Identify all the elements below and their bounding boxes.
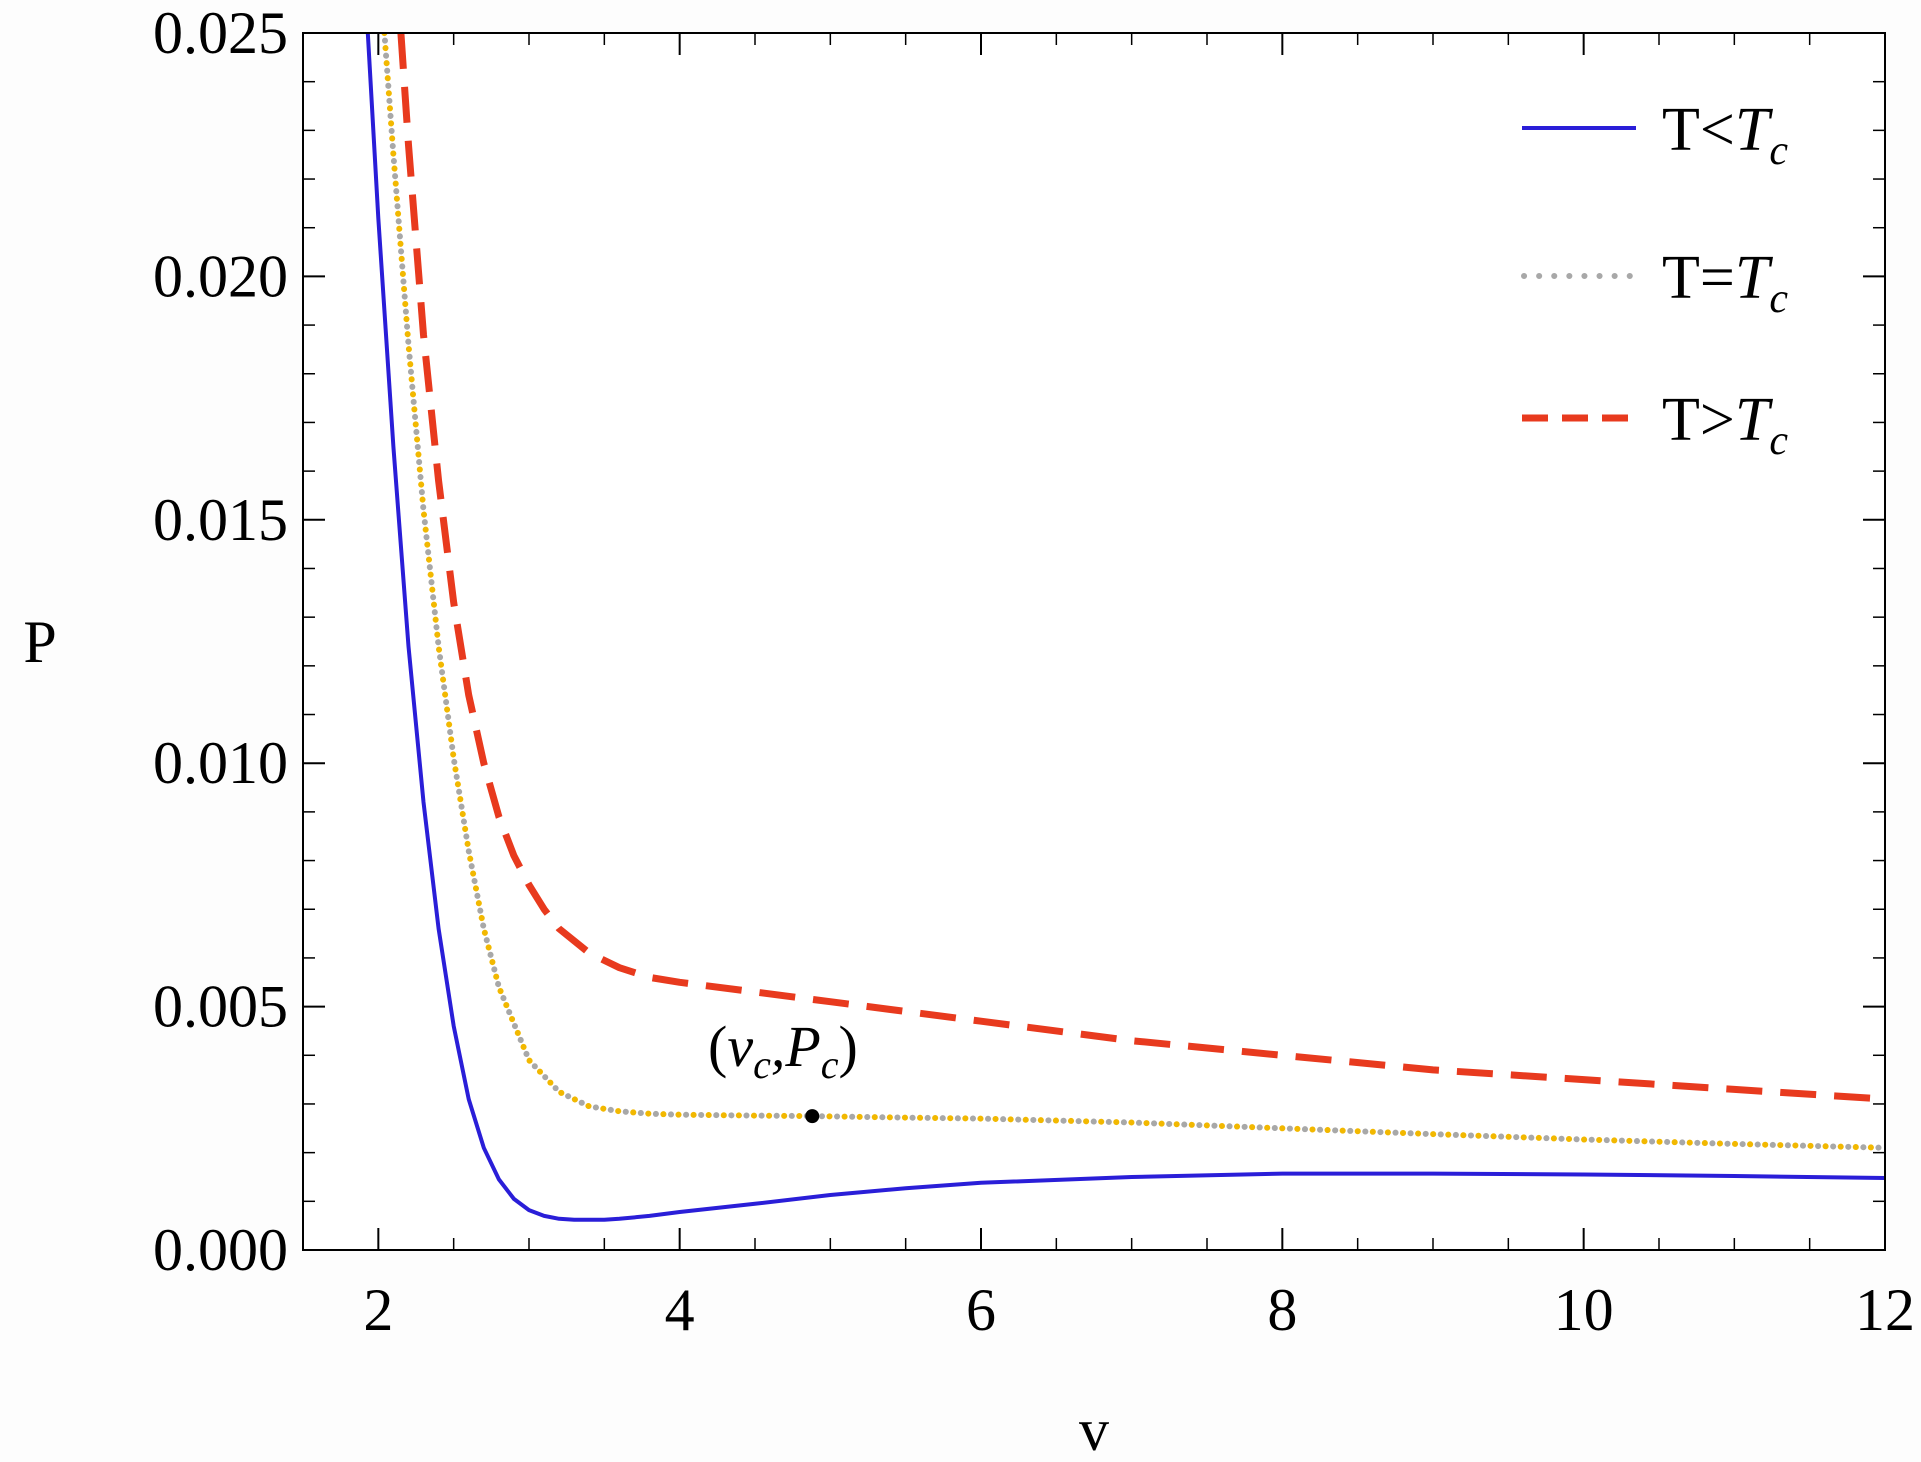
critical-point-label-part: ) bbox=[839, 1014, 858, 1079]
legend-label-t: T bbox=[1735, 244, 1774, 312]
x-tick-label: 12 bbox=[1855, 1277, 1915, 1343]
y-tick-label: 0.020 bbox=[153, 243, 288, 309]
critical-point-label-open: ( bbox=[708, 1014, 727, 1079]
x-axis-label: v bbox=[1079, 1397, 1109, 1462]
legend-label-t: T bbox=[1735, 386, 1774, 454]
series-line-dotted-gold bbox=[381, 33, 1885, 1151]
x-tick-label: 6 bbox=[966, 1277, 996, 1343]
legend-label-sub: c bbox=[1769, 418, 1788, 464]
critical-point-label-part: ,P bbox=[771, 1014, 821, 1079]
plot-frame bbox=[302, 32, 1886, 1251]
y-tick-label: 0.025 bbox=[153, 0, 288, 66]
series-line-solid bbox=[365, 33, 1885, 1222]
x-tick-label: 10 bbox=[1554, 1277, 1614, 1343]
legend-label-base: T= bbox=[1662, 244, 1735, 312]
plot-background bbox=[303, 33, 1885, 1250]
critical-point-label-v: v bbox=[727, 1014, 753, 1079]
legend-label-base: T> bbox=[1662, 386, 1735, 454]
legend-label: T=Tc bbox=[1662, 244, 1788, 322]
critical-point-annotation: (vc,Pc) bbox=[708, 1014, 858, 1124]
series-group bbox=[365, 33, 1885, 1222]
x-tick-label: 8 bbox=[1267, 1277, 1297, 1343]
critical-point-label-part: c bbox=[821, 1042, 839, 1087]
y-axis-label: P bbox=[23, 609, 56, 675]
y-tick-label: 0.000 bbox=[153, 1217, 288, 1283]
x-tick-label: 4 bbox=[665, 1277, 695, 1343]
critical-point-label-part: c bbox=[753, 1042, 771, 1087]
y-tick-label: 0.015 bbox=[153, 487, 288, 553]
legend-label-t: T bbox=[1735, 96, 1774, 164]
critical-point-label: (vc,Pc) bbox=[708, 1014, 858, 1087]
legend: T<TcT=TcT>Tc bbox=[1521, 96, 1788, 464]
legend-label: T>Tc bbox=[1662, 386, 1788, 464]
legend-label-sub: c bbox=[1769, 128, 1788, 174]
y-tick-label: 0.005 bbox=[153, 974, 288, 1040]
legend-label: T<Tc bbox=[1662, 96, 1788, 174]
legend-label-base: T< bbox=[1662, 96, 1735, 164]
legend-label-sub: c bbox=[1769, 276, 1788, 322]
critical-point-marker bbox=[805, 1109, 820, 1124]
y-tick-label: 0.010 bbox=[153, 730, 288, 796]
series-line-dashed bbox=[397, 33, 1885, 1103]
x-tick-label: 2 bbox=[363, 1277, 393, 1343]
tick-labels: 2 4 6 8 10 12 0.000 0.005 0.010 0.015 0.020 0.025 bbox=[153, 0, 1915, 1343]
